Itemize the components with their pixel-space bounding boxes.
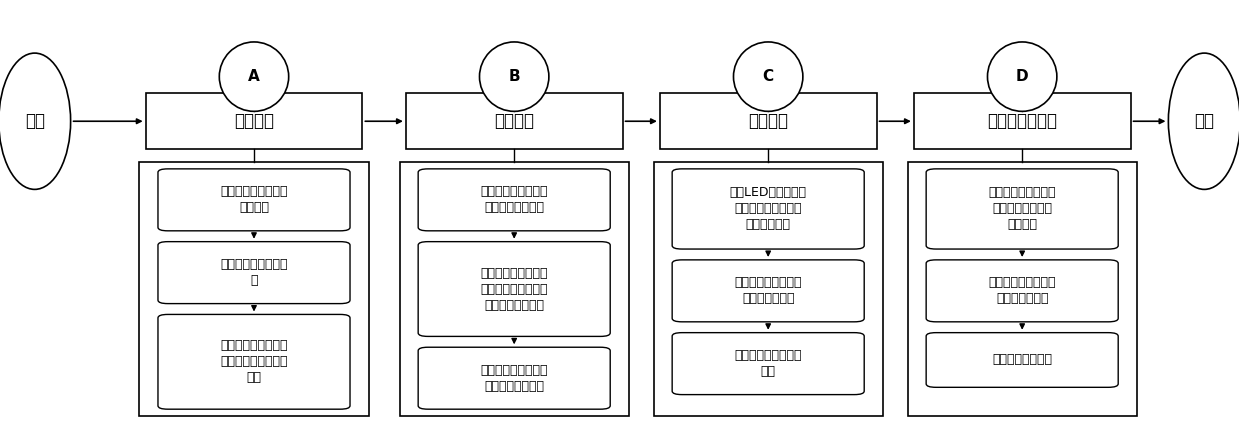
Text: 仪器布置: 仪器布置 xyxy=(234,112,274,130)
FancyBboxPatch shape xyxy=(159,169,349,231)
Text: 结束: 结束 xyxy=(1194,112,1214,130)
Bar xyxy=(145,93,362,149)
FancyBboxPatch shape xyxy=(926,333,1118,387)
Text: 沉降监测结果存储: 沉降监测结果存储 xyxy=(992,353,1052,366)
Text: 监测与结果存储: 监测与结果存储 xyxy=(987,112,1057,130)
FancyBboxPatch shape xyxy=(419,169,611,231)
Bar xyxy=(406,93,622,149)
FancyBboxPatch shape xyxy=(419,242,611,336)
FancyBboxPatch shape xyxy=(159,242,349,304)
Ellipse shape xyxy=(479,42,549,111)
FancyBboxPatch shape xyxy=(926,260,1118,322)
FancyBboxPatch shape xyxy=(672,333,865,394)
Text: 调节设备至视野内靶
标清晰可见的状态: 调节设备至视野内靶 标清晰可见的状态 xyxy=(481,364,548,393)
Text: 在地表待测区域选取
监测靶点: 在地表待测区域选取 监测靶点 xyxy=(221,185,287,214)
Bar xyxy=(913,93,1130,149)
Text: 开始: 开始 xyxy=(25,112,45,130)
Text: 选取LED灯作为追踪
模板，在相机视野内
划定监测区域: 选取LED灯作为追踪 模板，在相机视野内 划定监测区域 xyxy=(730,187,807,232)
Ellipse shape xyxy=(733,42,803,111)
FancyBboxPatch shape xyxy=(926,169,1118,249)
Text: 参数设定: 参数设定 xyxy=(748,112,788,130)
Ellipse shape xyxy=(987,42,1057,111)
Text: B: B xyxy=(508,69,520,84)
Ellipse shape xyxy=(1168,53,1239,189)
Bar xyxy=(654,162,882,416)
Text: 在适当位置布置工业
相机并连接镜头与计
算机: 在适当位置布置工业 相机并连接镜头与计 算机 xyxy=(221,339,287,385)
Text: A: A xyxy=(248,69,260,84)
Bar xyxy=(399,162,628,416)
Text: 设置采样频率与保存
路径: 设置采样频率与保存 路径 xyxy=(735,349,802,378)
Text: 调整三脚架使得相机
视野处于水平位置: 调整三脚架使得相机 视野处于水平位置 xyxy=(481,185,548,214)
Bar xyxy=(907,162,1137,416)
Ellipse shape xyxy=(0,53,71,189)
FancyBboxPatch shape xyxy=(159,314,349,409)
Text: 设定像素尺寸与实际
尺寸的比例关系: 设定像素尺寸与实际 尺寸的比例关系 xyxy=(735,276,802,305)
Bar xyxy=(139,162,368,416)
Bar xyxy=(659,93,876,149)
FancyBboxPatch shape xyxy=(419,347,611,409)
Text: 观察监测结果曲线，
检验结果合理性: 观察监测结果曲线， 检验结果合理性 xyxy=(989,276,1056,305)
Ellipse shape xyxy=(219,42,289,111)
FancyBboxPatch shape xyxy=(672,260,865,322)
Text: C: C xyxy=(763,69,773,84)
Text: 在被测点设置观测靶
标: 在被测点设置观测靶 标 xyxy=(221,258,287,287)
Text: D: D xyxy=(1016,69,1028,84)
Text: 设备及参数设定完成
并检验无误后开始
沉降监测: 设备及参数设定完成 并检验无误后开始 沉降监测 xyxy=(989,187,1056,232)
FancyBboxPatch shape xyxy=(672,169,865,249)
Text: 将靶标开口侧面对镜
头，安装电池并检验
是否可以正常发光: 将靶标开口侧面对镜 头，安装电池并检验 是否可以正常发光 xyxy=(481,267,548,311)
Text: 设备调试: 设备调试 xyxy=(494,112,534,130)
